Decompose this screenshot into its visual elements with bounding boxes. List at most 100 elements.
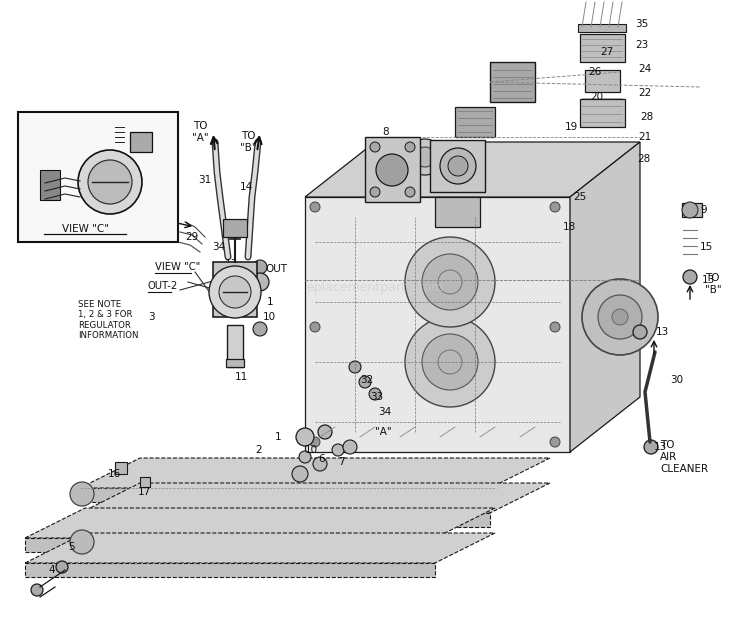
Text: VIEW "C": VIEW "C"	[155, 262, 200, 272]
Circle shape	[349, 361, 361, 373]
Text: 7: 7	[338, 457, 344, 467]
Circle shape	[313, 457, 327, 471]
Text: 3: 3	[144, 199, 150, 209]
Bar	[455, 107, 495, 137]
Text: "A": "A"	[375, 427, 392, 437]
Circle shape	[343, 440, 357, 454]
Text: SEE NOTE
1, 2 & 3 FOR
REGULATOR
INFORMATION: SEE NOTE 1, 2 & 3 FOR REGULATOR INFORMAT…	[78, 300, 139, 340]
Polygon shape	[80, 458, 550, 488]
Circle shape	[70, 482, 94, 506]
Circle shape	[292, 466, 308, 482]
Text: 19: 19	[565, 122, 578, 132]
Text: 20: 20	[590, 92, 603, 102]
Bar	[115, 462, 127, 474]
Circle shape	[644, 440, 658, 454]
Circle shape	[78, 150, 142, 214]
Circle shape	[633, 325, 647, 339]
Text: 15: 15	[700, 242, 713, 252]
Circle shape	[31, 584, 43, 596]
Circle shape	[448, 156, 468, 176]
Text: 23: 23	[635, 40, 648, 50]
Text: 32: 32	[360, 375, 374, 385]
Text: 34: 34	[212, 242, 225, 252]
Circle shape	[310, 322, 320, 332]
Text: TO
"A": TO "A"	[192, 121, 208, 143]
Circle shape	[318, 425, 332, 439]
Circle shape	[299, 451, 311, 463]
Text: 3: 3	[148, 312, 154, 322]
Text: eplacementparts.com: eplacementparts.com	[307, 281, 443, 293]
Circle shape	[422, 254, 478, 310]
Text: 10: 10	[305, 445, 318, 455]
Circle shape	[550, 437, 560, 447]
Text: OUT: OUT	[265, 264, 287, 274]
Circle shape	[405, 187, 415, 197]
Text: 18: 18	[563, 222, 576, 232]
Circle shape	[405, 237, 495, 327]
Circle shape	[407, 139, 443, 175]
Circle shape	[682, 202, 698, 218]
Circle shape	[369, 388, 381, 400]
Text: 16: 16	[108, 469, 122, 479]
Polygon shape	[25, 563, 435, 577]
Text: VIEW "C": VIEW "C"	[62, 224, 109, 234]
Bar	[40, 170, 60, 200]
Text: 1: 1	[275, 432, 282, 442]
Text: TO
"B": TO "B"	[705, 273, 722, 295]
Bar	[580, 34, 625, 62]
Bar	[430, 140, 485, 192]
Text: 17: 17	[138, 487, 152, 497]
Text: 22: 22	[638, 88, 651, 98]
Circle shape	[209, 266, 261, 318]
Text: TO
AIR
CLEANER: TO AIR CLEANER	[660, 440, 708, 474]
Text: 8: 8	[382, 127, 388, 137]
Text: 13: 13	[654, 442, 668, 452]
Text: 14: 14	[240, 182, 254, 192]
Bar	[682, 203, 702, 217]
Text: 29: 29	[185, 232, 198, 242]
Circle shape	[253, 260, 267, 274]
Text: 4: 4	[48, 565, 55, 575]
Text: 12: 12	[40, 207, 53, 217]
Polygon shape	[25, 533, 495, 563]
Bar	[227, 325, 243, 367]
Circle shape	[370, 187, 380, 197]
Text: 9: 9	[700, 205, 706, 215]
Circle shape	[440, 148, 476, 184]
Text: 13: 13	[656, 327, 669, 337]
Bar	[223, 219, 247, 237]
Circle shape	[598, 295, 642, 339]
Circle shape	[296, 428, 314, 446]
Text: 1: 1	[267, 297, 274, 307]
Text: 21: 21	[638, 132, 651, 142]
Polygon shape	[80, 513, 490, 527]
Circle shape	[56, 561, 68, 573]
Text: 24: 24	[638, 64, 651, 74]
Text: 26: 26	[588, 67, 602, 77]
Circle shape	[251, 273, 269, 291]
Text: 33: 33	[370, 392, 383, 402]
Bar	[580, 99, 625, 127]
Text: 31: 31	[198, 175, 211, 185]
Text: CONNECT TO
WIRE HARNESS: CONNECT TO WIRE HARNESS	[30, 202, 103, 221]
Text: 29: 29	[26, 116, 38, 126]
Text: 28: 28	[640, 112, 653, 122]
Circle shape	[612, 309, 628, 325]
Bar	[305, 197, 570, 452]
Bar	[578, 24, 626, 32]
Circle shape	[70, 530, 94, 554]
Text: 6: 6	[318, 454, 325, 464]
Text: 13: 13	[225, 259, 238, 269]
Polygon shape	[80, 483, 550, 513]
Bar	[213, 262, 257, 317]
Circle shape	[405, 142, 415, 152]
Bar	[585, 70, 620, 92]
Circle shape	[359, 376, 371, 388]
Circle shape	[415, 147, 435, 167]
Text: 5: 5	[68, 542, 74, 552]
Circle shape	[550, 322, 560, 332]
Bar	[18, 112, 178, 242]
Bar	[435, 197, 480, 227]
Polygon shape	[305, 142, 640, 197]
Text: 27: 27	[600, 47, 613, 57]
